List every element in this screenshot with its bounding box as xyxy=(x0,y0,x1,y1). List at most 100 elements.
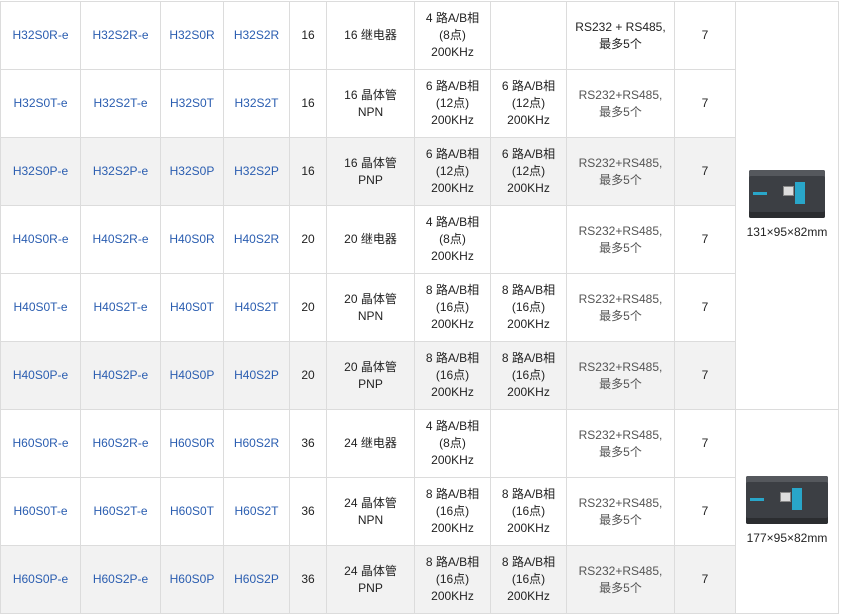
high-speed-output xyxy=(490,409,567,478)
high-speed-input: 6 路A/B相 (12点) 200KHz xyxy=(414,69,491,138)
count: 7 xyxy=(674,205,736,274)
io-points: 36 xyxy=(289,545,327,614)
high-speed-input-line: 8 路A/B相 xyxy=(425,283,480,297)
model-link-e[interactable]: H40S0P-e xyxy=(0,341,81,410)
brand-label xyxy=(753,192,767,195)
high-speed-output-line: 6 路A/B相 xyxy=(501,147,556,161)
high-speed-input-line: (16点) xyxy=(435,368,470,382)
model-link-s2-e[interactable]: H32S2P-e xyxy=(80,137,161,206)
high-speed-input-line: (8点) xyxy=(439,28,466,42)
high-speed-output-line: (16点) xyxy=(511,300,546,314)
io-points: 16 xyxy=(289,137,327,206)
model-link-s2[interactable]: H60S2T xyxy=(223,477,290,546)
comm-ports-line: 最多5个 xyxy=(599,240,642,255)
high-speed-output-line: 8 路A/B相 xyxy=(501,283,556,297)
comm-ports: RS232 + RS485, 最多5个 xyxy=(566,1,675,70)
count: 7 xyxy=(674,477,736,546)
model-link[interactable]: H60S0R xyxy=(160,409,224,478)
model-link-s2-e[interactable]: H32S2T-e xyxy=(80,69,161,138)
model-link-s2[interactable]: H40S2R xyxy=(223,205,290,274)
model-link[interactable]: H40S0R xyxy=(160,205,224,274)
high-speed-input-line: (12点) xyxy=(435,164,470,178)
model-link-e[interactable]: H32S0T-e xyxy=(0,69,81,138)
model-link-s2-e[interactable]: H40S2R-e xyxy=(80,205,161,274)
comm-ports-line: RS232+RS485, xyxy=(578,155,663,170)
high-speed-input-line: 200KHz xyxy=(431,385,474,399)
io-points: 16 xyxy=(289,1,327,70)
table-row: H32S0T-e H32S2T-e H32S0T H32S2T 16 16 晶体管 NPN 6… xyxy=(0,69,839,138)
high-speed-output: 6 路A/B相 (12点) 200KHz xyxy=(490,137,567,206)
plc-product-image xyxy=(746,476,828,524)
model-link-s2[interactable]: H32S2T xyxy=(223,69,290,138)
model-link-s2[interactable]: H60S2R xyxy=(223,409,290,478)
output-type-line: PNP xyxy=(358,580,383,595)
output-type: 16 晶体管 PNP xyxy=(326,137,415,206)
io-points: 16 xyxy=(289,69,327,138)
high-speed-output: 8 路A/B相 (16点) 200KHz xyxy=(490,273,567,342)
model-link[interactable]: H40S0P xyxy=(160,341,224,410)
model-link-e[interactable]: H40S0T-e xyxy=(0,273,81,342)
count: 7 xyxy=(674,545,736,614)
model-link-s2-e[interactable]: H40S2P-e xyxy=(80,341,161,410)
count: 7 xyxy=(674,1,736,70)
model-link-s2-e[interactable]: H60S2T-e xyxy=(80,477,161,546)
output-type-line: 16 晶体管 xyxy=(344,155,397,170)
model-link[interactable]: H60S0T xyxy=(160,477,224,546)
comm-ports-line: RS232+RS485, xyxy=(578,291,663,306)
output-type-line: 20 晶体管 xyxy=(344,359,397,374)
table-row: H60S0R-e H60S2R-e H60S0R H60S2R 36 24 继电器 4 路A… xyxy=(0,409,839,614)
output-type-line: 16 晶体管 xyxy=(344,87,397,102)
high-speed-input-line: (16点) xyxy=(435,504,470,518)
high-speed-input: 8 路A/B相 (16点) 200KHz xyxy=(414,273,491,342)
model-link[interactable]: H32S0P xyxy=(160,137,224,206)
model-link-e[interactable]: H60S0T-e xyxy=(0,477,81,546)
high-speed-input: 4 路A/B相 (8点) 200KHz xyxy=(414,409,491,478)
model-link-s2-e[interactable]: H40S2T-e xyxy=(80,273,161,342)
comm-ports-line: 最多5个 xyxy=(599,36,642,51)
output-type: 20 晶体管 NPN xyxy=(326,273,415,342)
comm-ports-line: RS232 + RS485, xyxy=(575,19,666,34)
label-strip xyxy=(795,182,805,204)
model-link[interactable]: H60S0P xyxy=(160,545,224,614)
model-link-s2[interactable]: H60S2P xyxy=(223,545,290,614)
model-link-s2-e[interactable]: H60S2P-e xyxy=(80,545,161,614)
model-link[interactable]: H40S0T xyxy=(160,273,224,342)
model-link-s2[interactable]: H32S2P xyxy=(223,137,290,206)
high-speed-output-line: 6 路A/B相 xyxy=(501,79,556,93)
model-link-e[interactable]: H32S0R-e xyxy=(0,1,81,70)
high-speed-input-line: 8 路A/B相 xyxy=(425,351,480,365)
model-link-e[interactable]: H32S0P-e xyxy=(0,137,81,206)
high-speed-input-line: (12点) xyxy=(435,96,470,110)
output-type-line: 24 晶体管 xyxy=(344,495,397,510)
high-speed-output: 8 路A/B相 (16点) 200KHz xyxy=(490,477,567,546)
comm-ports-line: RS232+RS485, xyxy=(578,495,663,510)
product-image-cell: 131×95×82mm xyxy=(735,1,839,410)
model-link-e[interactable]: H60S0P-e xyxy=(0,545,81,614)
model-link-s2[interactable]: H32S2R xyxy=(223,1,290,70)
high-speed-output-line: 200KHz xyxy=(507,181,550,195)
model-link-s2-e[interactable]: H32S2R-e xyxy=(80,1,161,70)
high-speed-output-line: 200KHz xyxy=(507,113,550,127)
model-link-e[interactable]: H40S0R-e xyxy=(0,205,81,274)
high-speed-input-line: (16点) xyxy=(435,300,470,314)
model-link[interactable]: H32S0R xyxy=(160,1,224,70)
output-type-line: PNP xyxy=(358,172,383,187)
high-speed-input-line: 4 路A/B相 xyxy=(425,11,480,25)
ethernet-port-icon xyxy=(783,186,794,196)
model-link-s2[interactable]: H40S2T xyxy=(223,273,290,342)
high-speed-input-line: 200KHz xyxy=(431,589,474,603)
high-speed-output-line: 8 路A/B相 xyxy=(501,555,556,569)
model-link[interactable]: H32S0T xyxy=(160,69,224,138)
high-speed-output-line: 200KHz xyxy=(507,317,550,331)
high-speed-output-line: (12点) xyxy=(511,96,546,110)
model-link-e[interactable]: H60S0R-e xyxy=(0,409,81,478)
high-speed-output-line: 200KHz xyxy=(507,385,550,399)
comm-ports-line: RS232+RS485, xyxy=(578,223,663,238)
high-speed-input: 6 路A/B相 (12点) 200KHz xyxy=(414,137,491,206)
high-speed-input-line: 200KHz xyxy=(431,113,474,127)
model-link-s2-e[interactable]: H60S2R-e xyxy=(80,409,161,478)
output-type-line: 24 晶体管 xyxy=(344,563,397,578)
high-speed-input-line: 6 路A/B相 xyxy=(425,147,480,161)
comm-ports: RS232+RS485, 最多5个 xyxy=(566,545,675,614)
model-link-s2[interactable]: H40S2P xyxy=(223,341,290,410)
